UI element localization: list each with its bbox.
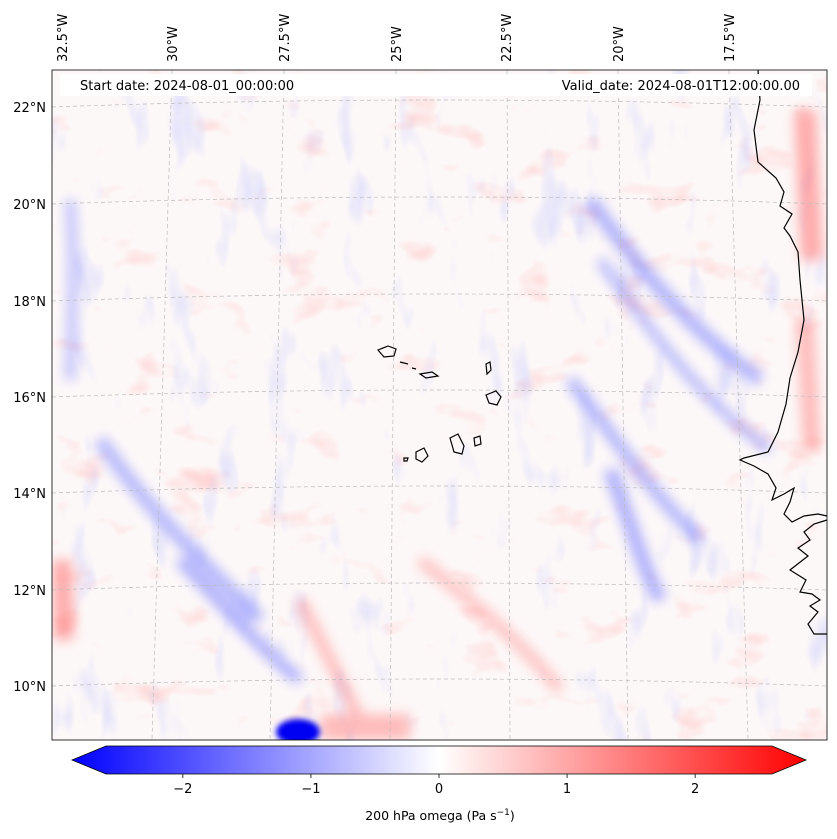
gridline-lat (52, 582, 827, 591)
lon-label: 20°W (612, 26, 627, 62)
ascent-bands (52, 109, 823, 740)
gridline-lat (52, 196, 827, 205)
island-sao-vicente (399, 361, 409, 365)
lon-label: 22.5°W (500, 14, 515, 62)
island-santiago (449, 433, 465, 455)
island-sal (485, 361, 492, 376)
omega-field (52, 70, 827, 740)
island-fogo (415, 447, 429, 463)
gridline-lat (52, 485, 827, 494)
colorbar-tick-label: −2 (173, 782, 192, 797)
lat-label: 14°N (13, 487, 46, 502)
island-santa-luzia (411, 367, 417, 370)
colorbar-ticks: −2 −1 0 1 2 (173, 774, 699, 797)
colorbar-bar (70, 745, 808, 775)
lon-label: 30°W (166, 26, 181, 62)
west-africa-coastline (738, 69, 828, 523)
gridline-lat (52, 99, 827, 108)
strong-descent-blob (276, 719, 320, 740)
lon-label: 25°W (390, 26, 405, 62)
lat-label: 20°N (13, 198, 46, 213)
colorbar-label: 200 hPa omega (Pa s−1) (365, 808, 515, 823)
lat-label: 12°N (13, 584, 46, 599)
descent-bands (65, 195, 773, 685)
lat-label: 16°N (13, 391, 46, 406)
colorbar-tick-label: 2 (691, 782, 699, 797)
colorbar: −2 −1 0 1 2 200 hPa omega (Pa s−1) (70, 745, 808, 823)
colorbar-tick-label: 1 (563, 782, 571, 797)
island-brava (403, 457, 409, 462)
gridline-lat (52, 293, 827, 302)
map-frame (51, 69, 828, 741)
valid-date-label: Valid_date: 2024-08-01T12:00:00.00 (562, 79, 800, 94)
map-panel: Start date: 2024-08-01_00:00:00 Valid_da… (51, 69, 828, 741)
gridline-lat (52, 389, 827, 398)
lon-label: 17.5°W (723, 14, 738, 62)
lat-label: 22°N (13, 101, 46, 116)
island-boa-vista (485, 390, 502, 406)
graticule (52, 70, 827, 740)
colorbar-tick-label: 0 (435, 782, 443, 797)
longitude-labels: 32.5°W 30°W 27.5°W 25°W 22.5°W 20°W 17.5… (56, 14, 738, 62)
gridline-lat (52, 678, 827, 687)
island-maio (473, 435, 482, 447)
cape-verde-islands (376, 345, 502, 463)
lon-label: 27.5°W (278, 14, 293, 62)
lon-label: 32.5°W (56, 14, 71, 62)
lat-label: 18°N (13, 295, 46, 310)
colorbar-tick-label: −1 (301, 782, 320, 797)
guinea-coastline (788, 519, 828, 635)
lat-label: 10°N (13, 680, 46, 695)
island-sao-nicolau (418, 371, 440, 379)
island-santo-antao (376, 345, 397, 358)
header-box (60, 74, 812, 96)
latitude-labels: 22°N 20°N 18°N 16°N 14°N 12°N 10°N (13, 101, 46, 695)
start-date-label: Start date: 2024-08-01_00:00:00 (80, 79, 294, 94)
